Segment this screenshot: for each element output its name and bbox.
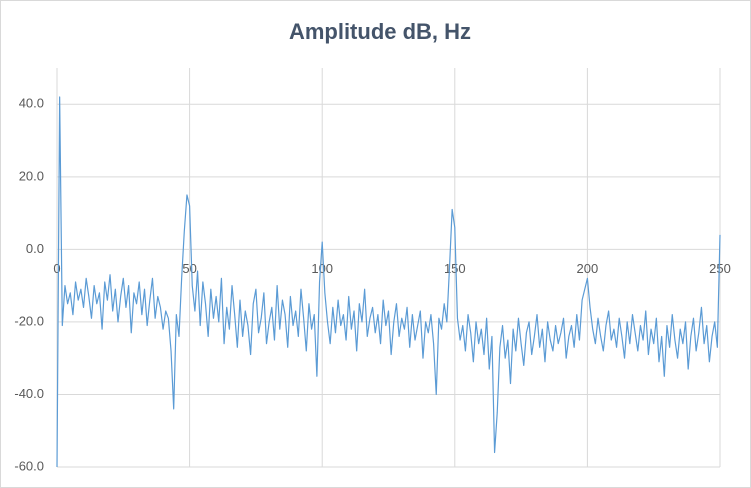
x-tick-label: 250: [709, 261, 731, 276]
chart-title: Amplitude dB, Hz: [289, 19, 471, 44]
y-tick-label: -60.0: [14, 458, 44, 473]
y-tick-label: -20.0: [14, 313, 44, 328]
y-tick-label: -40.0: [14, 386, 44, 401]
y-tick-label: 20.0: [19, 168, 44, 183]
x-tick-label: 100: [311, 261, 333, 276]
x-tick-label: 50: [182, 261, 196, 276]
y-tick-label: 40.0: [19, 96, 44, 111]
x-tick-label: 0: [53, 261, 60, 276]
x-tick-label: 200: [577, 261, 599, 276]
y-tick-label: 0.0: [26, 241, 44, 256]
data-line: [56, 96, 721, 468]
x-tick-label: 150: [444, 261, 466, 276]
